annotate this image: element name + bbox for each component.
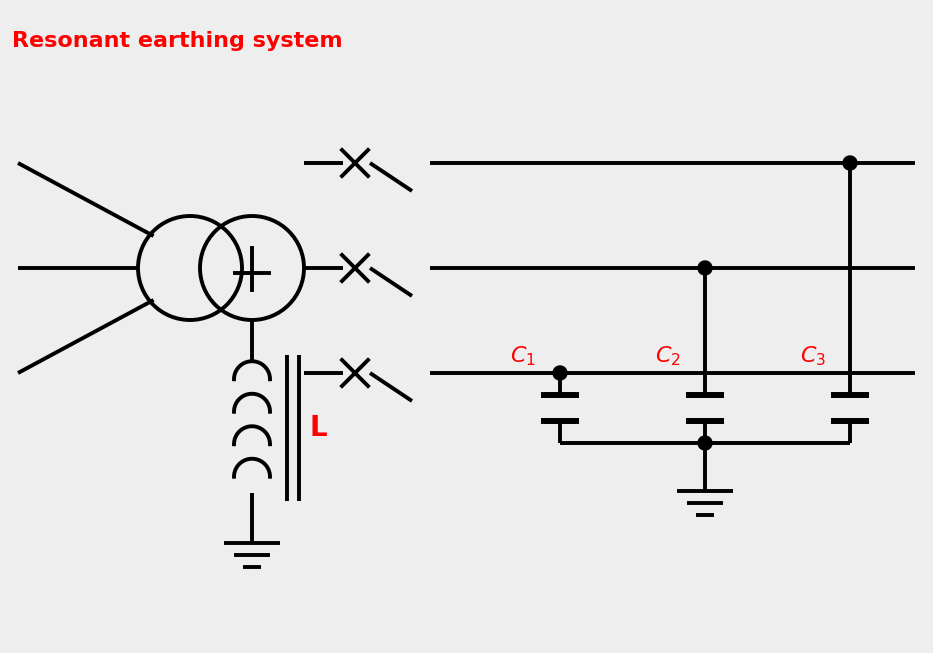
Text: $C_2$: $C_2$ xyxy=(655,344,681,368)
Circle shape xyxy=(843,156,857,170)
Text: $C_3$: $C_3$ xyxy=(800,344,826,368)
Circle shape xyxy=(698,261,712,275)
Circle shape xyxy=(553,366,567,380)
Text: Resonant earthing system: Resonant earthing system xyxy=(12,31,342,51)
Text: L: L xyxy=(309,414,327,442)
Text: $C_1$: $C_1$ xyxy=(510,344,536,368)
Circle shape xyxy=(698,436,712,450)
